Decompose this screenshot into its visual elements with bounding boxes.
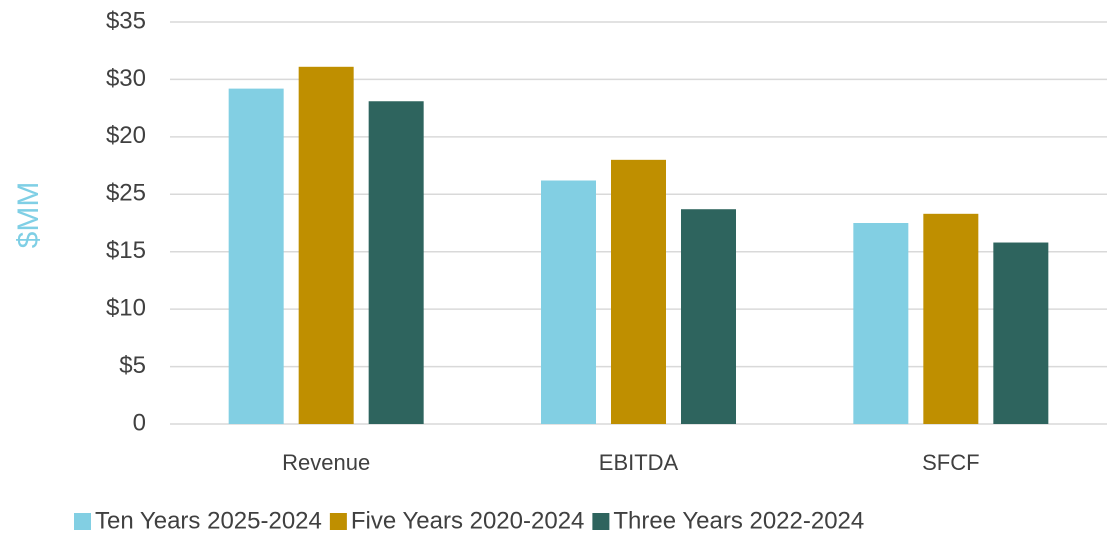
legend-label: Ten Years 2025-2024 — [95, 507, 322, 534]
y-tick-label: $20 — [106, 122, 146, 149]
y-tick-label: $30 — [106, 65, 146, 92]
y-axis-title: $MM — [12, 182, 45, 249]
x-tick-label: SFCF — [922, 450, 979, 475]
bar — [681, 209, 736, 424]
bar — [923, 213, 979, 424]
y-tick-label: $15 — [106, 237, 146, 264]
bar — [368, 101, 424, 424]
bar — [993, 242, 1049, 424]
legend-swatch — [74, 513, 91, 530]
bar — [853, 223, 909, 424]
y-tick-label: $35 — [106, 7, 146, 34]
y-tick-label: $5 — [119, 352, 146, 379]
y-tick-label: 0 — [133, 409, 146, 436]
y-tick-label: $25 — [106, 180, 146, 207]
legend-label: Five Years 2020-2024 — [351, 507, 585, 534]
y-tick-label: $10 — [106, 294, 146, 321]
bar — [228, 88, 284, 425]
x-tick-label: Revenue — [282, 450, 370, 475]
legend-label: Three Years 2022-2024 — [613, 507, 864, 534]
bar — [541, 180, 596, 424]
legend-swatch — [329, 513, 347, 530]
bar — [611, 159, 666, 425]
bar — [298, 66, 354, 425]
x-tick-label: EBITDA — [599, 450, 679, 475]
legend-swatch — [592, 513, 610, 530]
